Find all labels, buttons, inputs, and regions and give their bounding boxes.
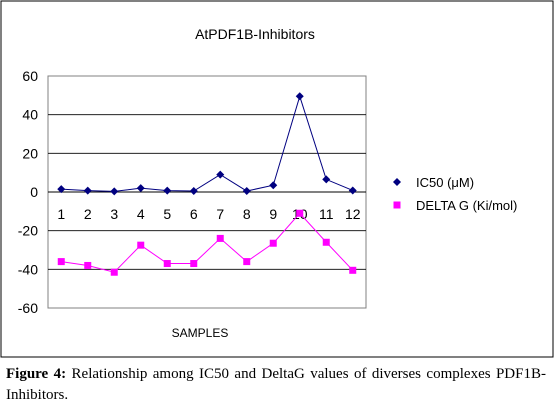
data-point — [349, 266, 357, 274]
figure-caption: Figure 4: Relationship among IC50 and De… — [6, 364, 546, 406]
series-layer — [57, 92, 357, 276]
data-point — [295, 92, 304, 101]
data-point — [136, 184, 145, 193]
legend-marker — [393, 201, 401, 209]
data-point — [242, 187, 251, 196]
x-tick-label: 4 — [137, 206, 145, 222]
series-line — [61, 212, 354, 273]
y-tick-label: 40 — [22, 107, 38, 123]
data-point — [163, 260, 171, 268]
data-point — [110, 268, 118, 276]
x-tick-label: 8 — [243, 206, 251, 222]
y-tick-label: -60 — [18, 300, 38, 316]
y-axis-tick-labels: 60 40 20 0 -20 -40 -60 — [18, 68, 38, 316]
data-point — [269, 181, 278, 190]
data-point — [216, 234, 224, 242]
x-tick-label: 6 — [190, 206, 198, 222]
y-tick-label: 60 — [22, 68, 38, 84]
x-tick-label: 3 — [110, 206, 118, 222]
data-point — [110, 187, 119, 196]
data-point — [83, 186, 92, 195]
x-axis-label: SAMPLES — [172, 326, 229, 340]
y-tick-label: 20 — [22, 145, 38, 161]
x-axis-tick-labels: 123456789101112 — [57, 206, 360, 222]
figure-caption-text: Relationship among IC50 and DeltaG value… — [6, 366, 546, 403]
data-point — [190, 260, 198, 268]
data-point — [57, 185, 66, 194]
data-point — [163, 186, 172, 195]
figure-label: Figure 4: — [6, 366, 67, 382]
data-point — [243, 258, 251, 266]
x-tick-label: 9 — [269, 206, 277, 222]
data-point — [296, 209, 304, 217]
series-1 — [57, 92, 357, 196]
chart-title: AtPDF1B-Inhibitors — [195, 26, 315, 42]
y-tick-label: -40 — [18, 261, 38, 277]
y-tick-label: -20 — [18, 223, 38, 239]
y-tick-label: 0 — [30, 184, 38, 200]
data-point — [322, 175, 331, 184]
x-tick-label: 5 — [163, 206, 171, 222]
legend: IC50 (μM) DELTA G (Ki/mol) — [393, 175, 517, 213]
data-point — [57, 258, 65, 266]
x-tick-label: 12 — [345, 206, 361, 222]
series-line — [61, 94, 353, 192]
data-point — [84, 261, 92, 269]
x-tick-label: 1 — [57, 206, 65, 222]
data-point — [348, 186, 357, 195]
data-point — [322, 238, 330, 246]
x-tick-label: 7 — [216, 206, 224, 222]
data-point — [269, 239, 277, 247]
data-point — [137, 241, 145, 249]
legend-marker — [393, 178, 401, 186]
data-point — [216, 170, 225, 179]
legend-label: DELTA G (Ki/mol) — [416, 198, 517, 213]
series-2 — [57, 209, 357, 276]
x-tick-label: 2 — [84, 206, 92, 222]
x-tick-label: 11 — [319, 206, 334, 222]
legend-label: IC50 (μM) — [416, 175, 474, 190]
data-point — [189, 187, 198, 196]
